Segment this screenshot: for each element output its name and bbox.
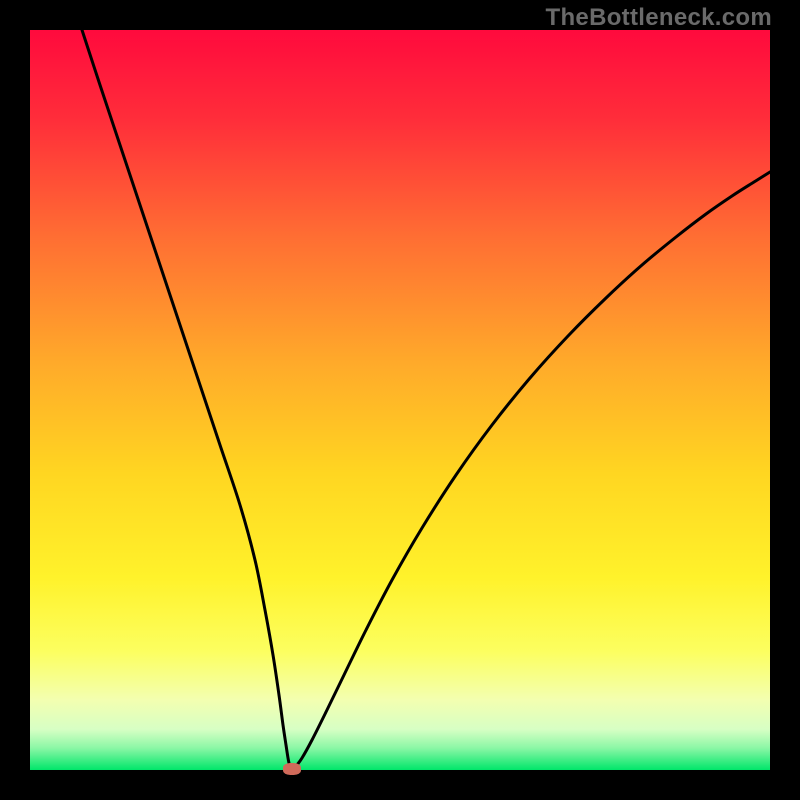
v-curve [0,0,800,800]
dip-marker [283,763,301,775]
chart-outer: TheBottleneck.com [0,0,800,800]
